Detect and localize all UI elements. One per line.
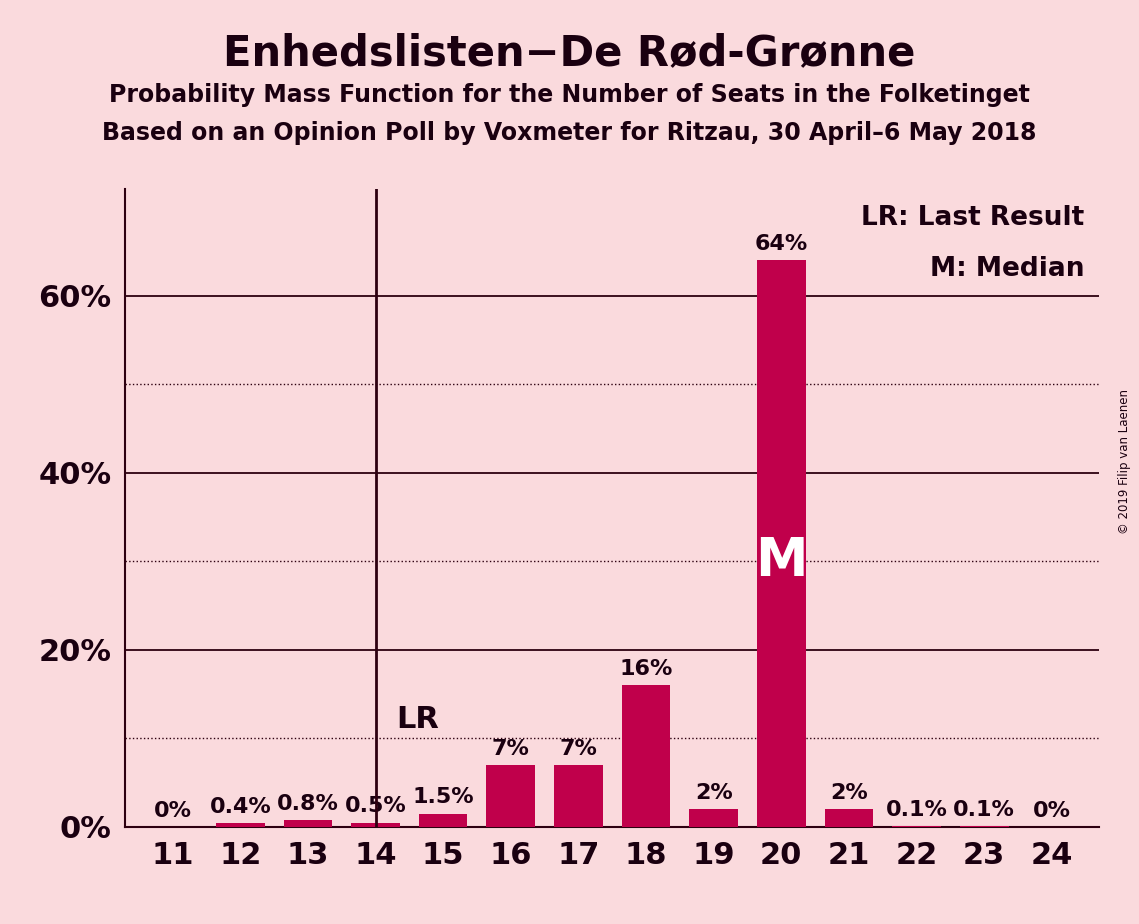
Text: 2%: 2% (830, 783, 868, 803)
Bar (825, 809, 874, 827)
Text: Based on an Opinion Poll by Voxmeter for Ritzau, 30 April–6 May 2018: Based on an Opinion Poll by Voxmeter for… (103, 121, 1036, 145)
Bar (284, 820, 333, 827)
Bar (216, 823, 264, 827)
Text: 7%: 7% (559, 739, 597, 759)
Text: 0.4%: 0.4% (210, 797, 271, 817)
Bar (419, 814, 467, 827)
Text: 0.5%: 0.5% (345, 796, 407, 817)
Bar (622, 686, 671, 827)
Text: Enhedslisten−De Rød-Grønne: Enhedslisten−De Rød-Grønne (223, 32, 916, 74)
Bar (757, 261, 805, 827)
Text: LR: LR (396, 705, 439, 734)
Text: 0%: 0% (154, 801, 191, 821)
Text: 64%: 64% (755, 234, 808, 254)
Bar (351, 822, 400, 827)
Bar (689, 809, 738, 827)
Text: M: Median: M: Median (931, 256, 1084, 283)
Text: 0%: 0% (1033, 801, 1071, 821)
Text: 0.1%: 0.1% (886, 800, 948, 820)
Text: LR: Last Result: LR: Last Result (861, 205, 1084, 231)
Text: M: M (755, 535, 808, 588)
Text: © 2019 Filip van Laenen: © 2019 Filip van Laenen (1118, 390, 1131, 534)
Text: 0.1%: 0.1% (953, 800, 1015, 820)
Text: 16%: 16% (620, 659, 673, 679)
Bar (554, 765, 603, 827)
Text: 2%: 2% (695, 783, 732, 803)
Text: 0.8%: 0.8% (277, 794, 338, 814)
Text: 7%: 7% (492, 739, 530, 759)
Text: Probability Mass Function for the Number of Seats in the Folketinget: Probability Mass Function for the Number… (109, 83, 1030, 107)
Bar (486, 765, 535, 827)
Text: 1.5%: 1.5% (412, 787, 474, 808)
